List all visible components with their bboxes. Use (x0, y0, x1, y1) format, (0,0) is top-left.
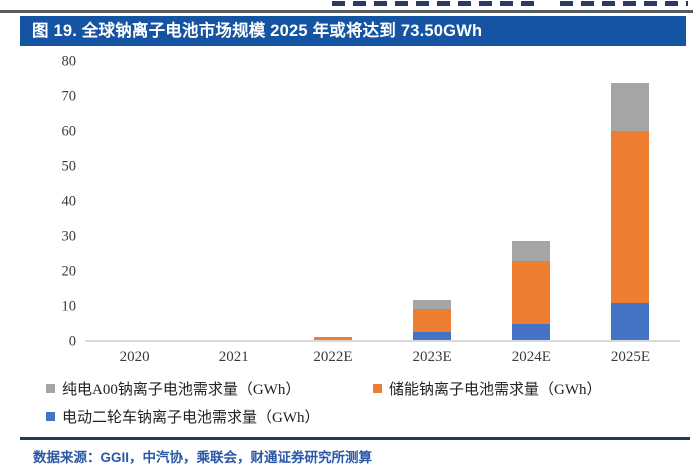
bar-segment (611, 131, 650, 303)
bar-segment (512, 241, 551, 262)
stacked-bar-2022E (313, 336, 352, 340)
bar-segment (512, 261, 551, 324)
y-tick-label: 60 (61, 123, 77, 140)
y-tick-label: 70 (61, 88, 77, 105)
legend-label-storage: 储能钠离子电池需求量（GWh） (389, 381, 602, 398)
stacked-bar-2024E (512, 241, 551, 340)
x-axis-label: 2022E (313, 349, 353, 365)
orange-swatch-icon (373, 383, 382, 393)
bar-segment (413, 300, 452, 310)
category-slot-2020 (85, 62, 184, 340)
stacked-bar-2025E (611, 82, 650, 340)
bar-segment (413, 331, 452, 340)
y-axis: 0 10 20 30 40 50 60 70 80 (38, 54, 77, 350)
y-tick-label: 80 (61, 53, 77, 70)
y-tick-label: 40 (61, 193, 77, 210)
x-axis-label: 2021 (218, 349, 249, 365)
plot-area (85, 62, 680, 342)
category-slot-2021 (184, 62, 283, 340)
legend-item-storage: 储能钠离子电池需求量（GWh） (373, 378, 602, 399)
category-slot-2022E (283, 62, 382, 340)
y-tick-label: 0 (68, 333, 76, 350)
x-axis-label: 2020 (119, 349, 150, 365)
y-tick-label: 30 (61, 228, 77, 245)
chart-legend: 纯电A00钠离子电池需求量（GWh） 储能钠离子电池需求量（GWh） 电动二轮车… (46, 376, 666, 432)
category-slot-2025E (581, 62, 680, 340)
category-slot-2024E (482, 62, 581, 340)
gray-swatch-icon (46, 383, 55, 393)
x-axis-label: 2023E (412, 349, 452, 365)
category-slot-2023E (383, 62, 482, 340)
blue-swatch-icon (46, 411, 55, 421)
legend-row-1: 纯电A00钠离子电池需求量（GWh） 储能钠离子电池需求量（GWh） (46, 376, 666, 400)
page-top-rule (0, 10, 693, 13)
y-tick-label: 10 (61, 298, 77, 315)
legend-item-twowheeler: 电动二轮车钠离子电池需求量（GWh） (46, 406, 320, 427)
clipped-page-header-text (560, 1, 688, 6)
data-source-note: 数据来源：GGII，中汽协，乘联会，财通证券研究所测算 (33, 450, 373, 465)
figure-title: 图 19. 全球钠离子电池市场规模 2025 年或将达到 73.50GWh (32, 22, 483, 40)
bar-segment (611, 82, 650, 132)
bar-segment (313, 336, 352, 340)
x-axis-label: 2024E (511, 349, 551, 365)
stacked-bar-2023E (413, 300, 452, 340)
legend-label-twowheeler: 电动二轮车钠离子电池需求量（GWh） (62, 409, 320, 426)
footer-separator-rule (20, 437, 690, 440)
x-axis: 2020 2021 2022E 2023E 2024E 2025E (85, 349, 680, 369)
bar-segment (413, 309, 452, 332)
legend-item-a00: 纯电A00钠离子电池需求量（GWh） (46, 378, 373, 399)
legend-label-a00: 纯电A00钠离子电池需求量（GWh） (62, 381, 301, 398)
y-tick-label: 20 (61, 263, 77, 280)
clipped-page-header-text (332, 1, 537, 6)
y-tick-label: 50 (61, 158, 77, 175)
figure-title-bar: 图 19. 全球钠离子电池市场规模 2025 年或将达到 73.50GWh (20, 16, 686, 46)
bar-segment (611, 302, 650, 340)
legend-row-2: 电动二轮车钠离子电池需求量（GWh） (46, 404, 666, 428)
x-axis-label: 2025E (610, 349, 651, 365)
bar-segment (512, 323, 551, 340)
